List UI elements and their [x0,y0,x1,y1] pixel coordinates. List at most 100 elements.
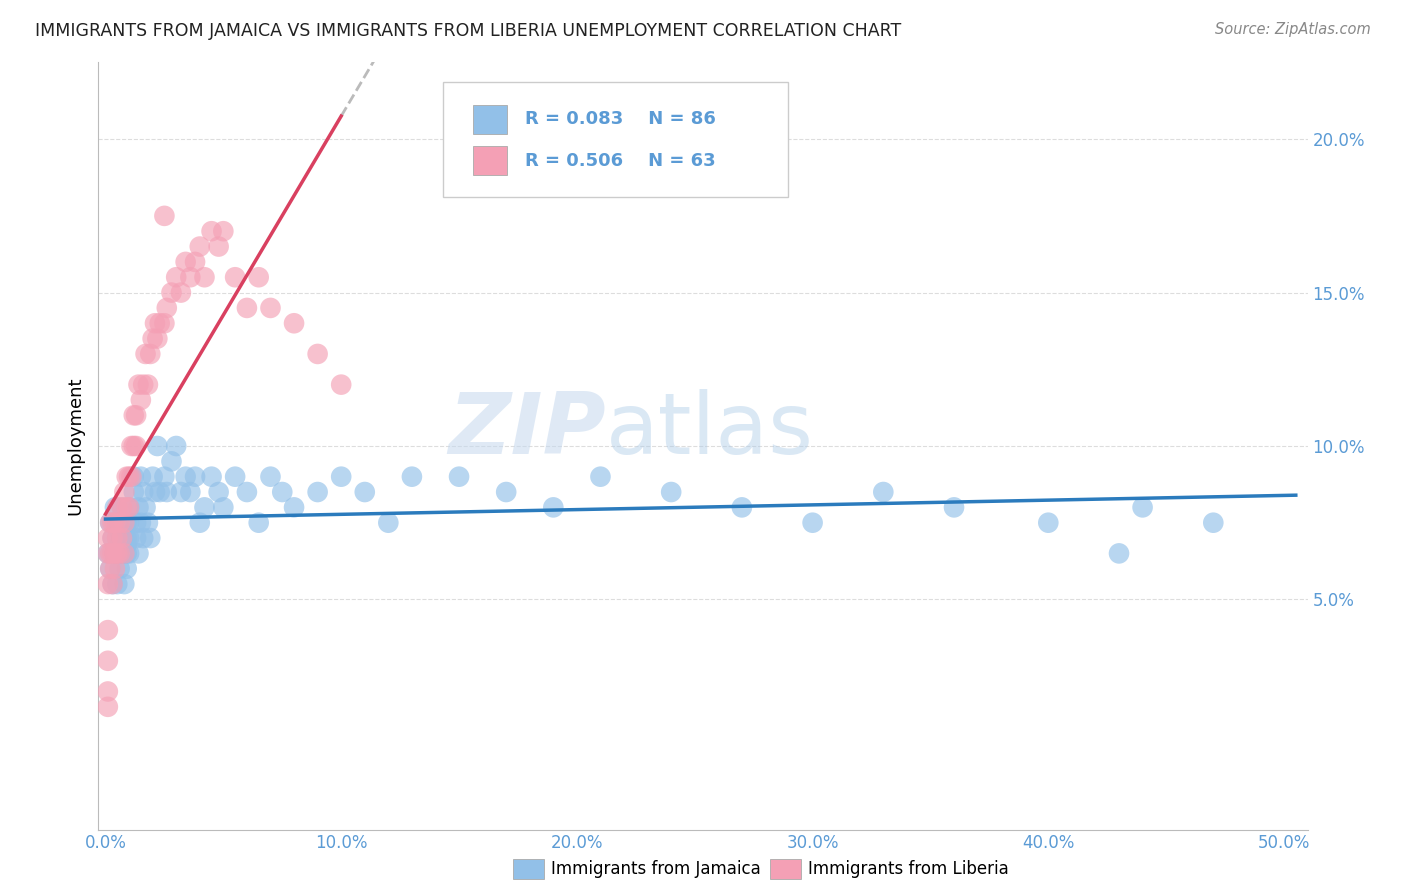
Point [165,270,187,285]
Point [122,409,145,423]
Point [247,516,270,530]
Point [112,524,135,539]
Point [97,546,120,560]
Point [97,546,120,560]
Point [111,500,134,515]
Point [136,516,159,530]
Point [111,531,134,545]
Y-axis label: Unemployment: Unemployment [66,376,84,516]
Point [120,439,142,453]
Point [153,209,176,223]
Point [174,469,197,483]
Point [179,270,201,285]
Point [207,239,229,253]
Point [111,546,134,560]
Point [122,439,145,453]
Point [259,301,281,315]
Point [98,516,121,530]
Point [118,546,141,560]
Point [97,623,120,637]
Point [105,500,128,515]
Point [236,485,259,500]
Point [212,500,235,515]
Point [146,332,169,346]
Point [1132,500,1154,515]
Point [170,285,193,300]
Point [236,301,259,315]
Point [115,537,138,551]
Point [127,546,149,560]
Point [129,469,152,483]
Point [129,392,152,407]
Point [104,516,127,530]
Point [129,516,152,530]
Point [589,469,612,483]
Point [307,485,329,500]
Point [108,516,131,530]
Point [98,546,121,560]
Point [143,485,166,500]
Point [101,577,124,591]
Point [156,485,179,500]
Point [112,485,135,500]
Text: R = 0.083    N = 86: R = 0.083 N = 86 [526,111,716,128]
Point [104,546,127,560]
Point [97,684,120,698]
Point [139,531,162,545]
Point [98,516,121,530]
Point [118,531,141,545]
Point [125,409,148,423]
Text: IMMIGRANTS FROM JAMAICA VS IMMIGRANTS FROM LIBERIA UNEMPLOYMENT CORRELATION CHAR: IMMIGRANTS FROM JAMAICA VS IMMIGRANTS FR… [35,22,901,40]
Text: R = 0.506    N = 63: R = 0.506 N = 63 [526,152,716,169]
Point [135,347,157,361]
Point [101,546,124,560]
Point [108,524,131,539]
Point [149,485,172,500]
Point [179,485,201,500]
Point [111,546,134,560]
Point [401,469,423,483]
Point [224,270,246,285]
Point [97,654,120,668]
Point [139,347,162,361]
Point [447,469,470,483]
Point [115,469,138,483]
Point [118,500,141,515]
Point [165,439,187,453]
Point [105,531,128,545]
Point [112,546,135,560]
Point [146,439,169,453]
Text: atlas: atlas [606,389,814,472]
Point [105,516,128,530]
Text: Source: ZipAtlas.com: Source: ZipAtlas.com [1215,22,1371,37]
Point [101,531,124,545]
Point [101,531,124,545]
Point [731,500,754,515]
Point [153,316,176,330]
Point [872,485,894,500]
Point [142,332,165,346]
Point [111,531,134,545]
Point [156,301,179,315]
Point [200,224,222,238]
Point [111,500,134,515]
Point [184,469,207,483]
Point [135,500,157,515]
Point [105,546,128,560]
Point [801,516,824,530]
Point [174,255,197,269]
Point [271,485,294,500]
Point [112,516,135,530]
Point [104,546,127,560]
Point [160,454,183,468]
Point [105,546,128,560]
Point [160,285,183,300]
FancyBboxPatch shape [474,104,508,134]
Point [112,546,135,560]
Point [193,270,215,285]
Point [153,469,176,483]
Point [125,439,148,453]
Point [1038,516,1060,530]
Point [136,377,159,392]
Point [115,546,138,560]
